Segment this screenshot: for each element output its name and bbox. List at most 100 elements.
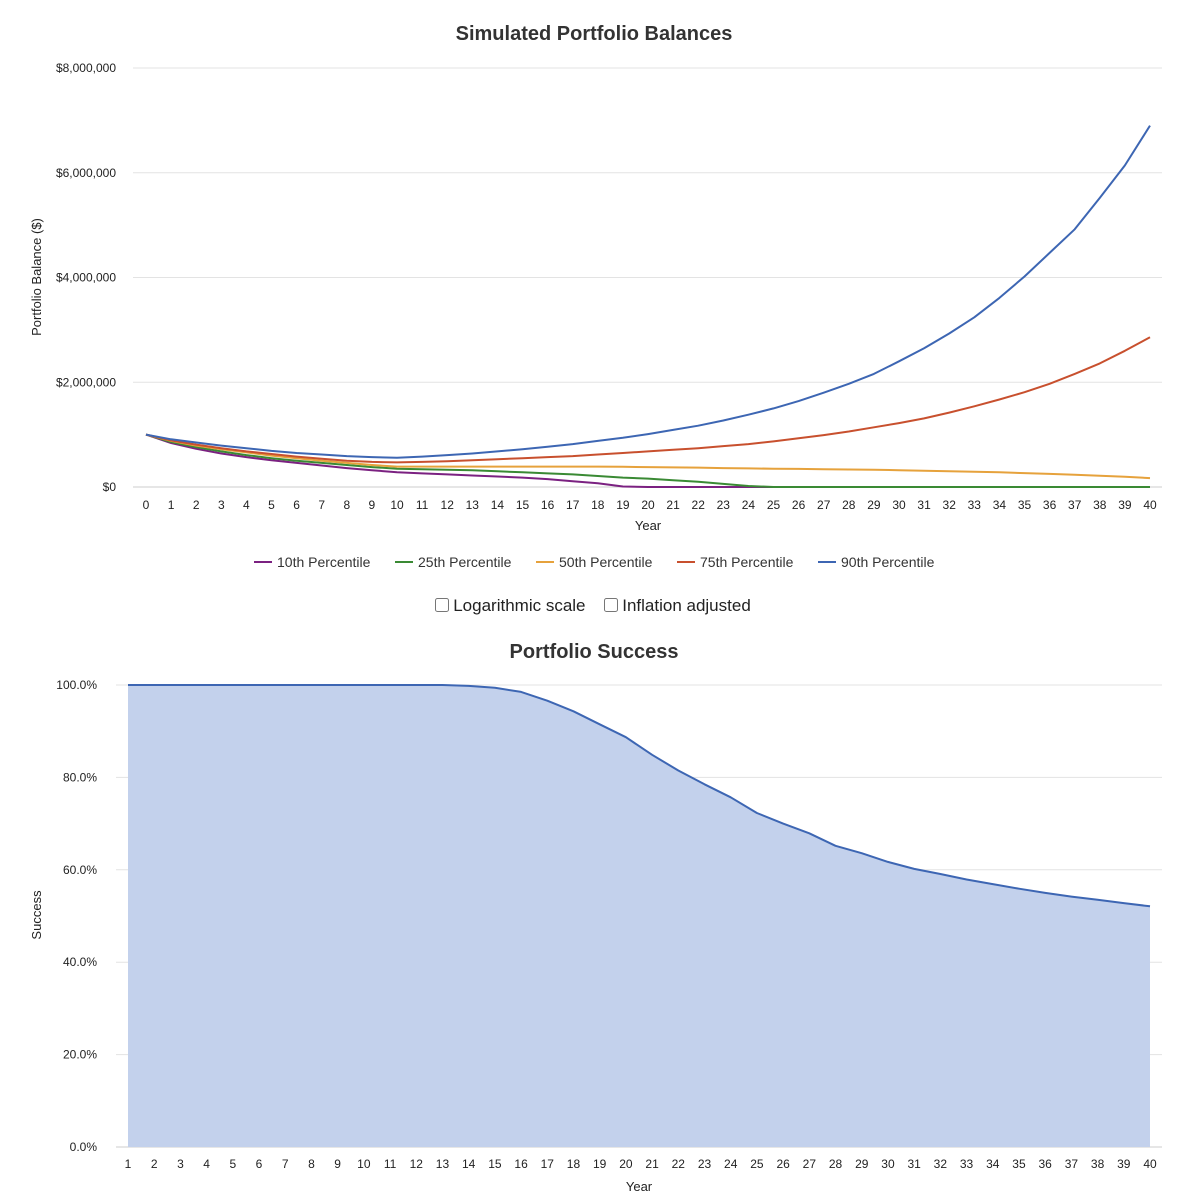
x-tick-label: 11 xyxy=(384,1157,397,1171)
chart-title: Simulated Portfolio Balances xyxy=(456,23,733,45)
x-tick-label: 33 xyxy=(968,498,982,512)
x-tick-label: 16 xyxy=(541,498,555,512)
x-tick-label: 36 xyxy=(1043,498,1057,512)
y-tick-label: 0.0% xyxy=(70,1140,98,1154)
log-scale-option[interactable]: Logarithmic scale xyxy=(435,596,586,616)
series-line xyxy=(145,125,1151,459)
x-tick-label: 13 xyxy=(466,498,480,512)
legend-label: 10th Percentile xyxy=(277,554,371,570)
log-scale-label: Logarithmic scale xyxy=(453,596,586,615)
x-tick-label: 24 xyxy=(742,498,756,512)
x-tick-label: 34 xyxy=(986,1157,1000,1171)
series-line xyxy=(145,433,1150,488)
inflation-adjusted-checkbox[interactable] xyxy=(604,598,619,612)
x-axis-label: Year xyxy=(635,518,662,533)
x-tick-label: 4 xyxy=(243,498,250,512)
x-tick-label: 39 xyxy=(1118,498,1132,512)
x-tick-label: 38 xyxy=(1093,498,1107,512)
x-tick-label: 16 xyxy=(514,1157,528,1171)
x-tick-label: 31 xyxy=(907,1157,921,1171)
x-tick-label: 18 xyxy=(567,1157,581,1171)
x-tick-label: 35 xyxy=(1018,498,1032,512)
x-tick-label: 17 xyxy=(566,498,580,512)
x-tick-label: 25 xyxy=(750,1157,764,1171)
x-tick-label: 7 xyxy=(318,498,325,512)
x-tick-label: 8 xyxy=(308,1157,315,1171)
x-tick-label: 31 xyxy=(917,498,931,512)
x-tick-label: 32 xyxy=(934,1157,948,1171)
x-tick-label: 8 xyxy=(343,498,350,512)
x-tick-label: 24 xyxy=(724,1157,738,1171)
x-tick-label: 13 xyxy=(436,1157,450,1171)
y-tick-label: 80.0% xyxy=(63,770,97,784)
x-tick-label: 12 xyxy=(410,1157,424,1171)
x-tick-label: 32 xyxy=(943,498,957,512)
x-tick-label: 23 xyxy=(717,498,731,512)
legend-label: 90th Percentile xyxy=(841,554,935,570)
y-axis-ticks: 0.0% 20.0% 40.0% 60.0% 80.0% 100.0% xyxy=(56,678,97,1154)
legend-label: 75th Percentile xyxy=(700,554,794,570)
x-tick-label: 17 xyxy=(541,1157,555,1171)
x-tick-label: 25 xyxy=(767,498,781,512)
x-tick-label: 19 xyxy=(616,498,630,512)
y-tick-label: 40.0% xyxy=(63,955,97,969)
log-scale-checkbox[interactable] xyxy=(435,598,450,612)
x-axis-ticks: 0 1 2 3 4 5 6 7 8 9 10 11 12 13 14 15 16 17 18 19 20 21 22 23 24… xyxy=(143,498,1157,512)
x-tick-label: 14 xyxy=(462,1157,476,1171)
x-tick-label: 10 xyxy=(357,1157,371,1171)
inflation-option[interactable]: Inflation adjusted xyxy=(604,596,751,616)
x-tick-label: 37 xyxy=(1068,498,1082,512)
x-tick-label: 29 xyxy=(867,498,881,512)
x-tick-label: 19 xyxy=(593,1157,607,1171)
y-tick-label: $2,000,000 xyxy=(56,375,116,389)
legend: 10th Percentile 25th Percentile 50th Perce… xyxy=(254,554,935,570)
x-tick-label: 18 xyxy=(591,498,605,512)
grid-lines xyxy=(133,67,1162,488)
y-axis-label: Success xyxy=(29,890,44,940)
x-tick-label: 1 xyxy=(125,1157,132,1171)
success-area xyxy=(128,684,1151,1147)
x-tick-label: 33 xyxy=(960,1157,974,1171)
x-tick-label: 27 xyxy=(817,498,831,512)
x-tick-label: 39 xyxy=(1117,1157,1131,1171)
x-tick-label: 26 xyxy=(776,1157,790,1171)
x-tick-label: 5 xyxy=(268,498,275,512)
x-tick-label: 29 xyxy=(855,1157,869,1171)
y-tick-label: $6,000,000 xyxy=(56,166,116,180)
x-tick-label: 26 xyxy=(792,498,806,512)
x-tick-label: 40 xyxy=(1143,1157,1157,1171)
x-tick-label: 30 xyxy=(892,498,906,512)
x-tick-label: 27 xyxy=(803,1157,817,1171)
legend-label: 25th Percentile xyxy=(418,554,512,570)
x-tick-label: 1 xyxy=(168,498,175,512)
chart-options: Logarithmic scale Inflation adjusted xyxy=(0,596,1186,616)
x-tick-label: 15 xyxy=(516,498,530,512)
portfolio-success-chart: Portfolio Success 0.0% 20.0% 40.0% 60.0% 80.… xyxy=(29,641,1162,1194)
x-tick-label: 20 xyxy=(619,1157,633,1171)
x-tick-label: 14 xyxy=(491,498,505,512)
y-tick-label: 20.0% xyxy=(63,1048,97,1062)
x-tick-label: 15 xyxy=(488,1157,502,1171)
y-tick-label: 60.0% xyxy=(63,863,97,877)
series-line xyxy=(145,336,1151,464)
x-tick-label: 34 xyxy=(993,498,1007,512)
success-area-fill xyxy=(128,685,1150,1147)
y-axis-label: Portfolio Balance ($) xyxy=(29,218,44,336)
x-tick-label: 21 xyxy=(666,498,680,512)
x-tick-label: 36 xyxy=(1038,1157,1052,1171)
x-tick-label: 3 xyxy=(218,498,225,512)
x-tick-label: 5 xyxy=(229,1157,236,1171)
x-tick-label: 9 xyxy=(334,1157,341,1171)
y-axis-ticks: $0 $2,000,000 $4,000,000 $6,000,000 $8,000,0… xyxy=(56,61,116,494)
x-tick-label: 12 xyxy=(441,498,455,512)
x-tick-label: 38 xyxy=(1091,1157,1105,1171)
x-tick-label: 40 xyxy=(1143,498,1157,512)
x-tick-label: 28 xyxy=(829,1157,843,1171)
series-lines xyxy=(145,125,1151,488)
x-tick-label: 30 xyxy=(881,1157,895,1171)
chart-title: Portfolio Success xyxy=(510,641,679,663)
x-tick-label: 6 xyxy=(256,1157,263,1171)
x-tick-label: 22 xyxy=(692,498,706,512)
x-tick-label: 28 xyxy=(842,498,856,512)
inflation-adjusted-label: Inflation adjusted xyxy=(622,596,751,615)
